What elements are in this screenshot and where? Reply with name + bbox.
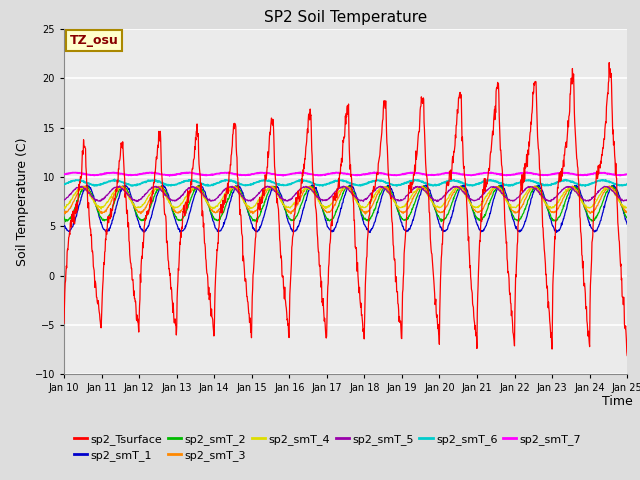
sp2_smT_1 [60, 223, 68, 228]
sp2_smT_6 [557, 178, 564, 184]
sp2_smT_4 [623, 204, 631, 210]
sp2_smT_7 [249, 171, 257, 177]
sp2_smT_1 [249, 225, 257, 231]
Line: sp2_Tsurface: sp2_Tsurface [64, 62, 627, 356]
sp2_smT_2 [557, 210, 565, 216]
sp2_smT_2 [60, 214, 68, 220]
sp2_smT_4 [186, 188, 193, 194]
sp2_smT_4 [380, 184, 387, 190]
sp2_smT_6 [249, 181, 257, 187]
Line: sp2_smT_3: sp2_smT_3 [64, 186, 627, 214]
sp2_Tsurface [623, 353, 631, 359]
sp2_smT_3 [81, 183, 89, 189]
sp2_smT_1 [557, 223, 565, 229]
sp2_smT_1 [623, 221, 631, 227]
sp2_smT_1 [366, 229, 374, 235]
sp2_smT_7 [557, 170, 565, 176]
sp2_smT_6 [507, 182, 515, 188]
sp2_smT_5 [60, 197, 68, 203]
sp2_smT_1 [186, 210, 193, 216]
sp2_smT_4 [60, 204, 68, 210]
Line: sp2_smT_5: sp2_smT_5 [64, 186, 627, 202]
Line: sp2_smT_2: sp2_smT_2 [64, 186, 627, 222]
sp2_smT_6 [582, 183, 589, 189]
sp2_smT_1 [172, 219, 180, 225]
sp2_smT_5 [249, 197, 257, 203]
sp2_smT_3 [172, 210, 180, 216]
sp2_smT_4 [249, 205, 257, 211]
sp2_smT_7 [186, 169, 193, 175]
Line: sp2_smT_1: sp2_smT_1 [64, 185, 627, 232]
sp2_smT_3 [60, 210, 68, 216]
sp2_smT_2 [508, 209, 515, 215]
sp2_smT_1 [434, 216, 442, 222]
sp2_smT_6 [623, 181, 631, 187]
Title: SP2 Soil Temperature: SP2 Soil Temperature [264, 10, 428, 25]
sp2_smT_5 [434, 197, 442, 203]
sp2_smT_7 [166, 173, 173, 179]
sp2_Tsurface [605, 60, 613, 65]
sp2_smT_3 [557, 200, 565, 205]
sp2_Tsurface [248, 294, 256, 300]
Y-axis label: Soil Temperature (C): Soil Temperature (C) [16, 137, 29, 266]
sp2_smT_7 [60, 171, 68, 177]
sp2_smT_3 [249, 211, 257, 216]
sp2_smT_2 [172, 214, 179, 219]
sp2_smT_5 [433, 199, 441, 204]
sp2_Tsurface [556, 174, 564, 180]
sp2_smT_5 [172, 198, 180, 204]
sp2_smT_3 [508, 206, 515, 212]
sp2_smT_5 [623, 197, 631, 203]
sp2_smT_7 [434, 171, 442, 177]
sp2_smT_6 [172, 182, 180, 188]
sp2_smT_4 [172, 204, 180, 210]
sp2_smT_6 [111, 177, 118, 182]
sp2_smT_3 [186, 192, 193, 198]
Line: sp2_smT_6: sp2_smT_6 [64, 180, 627, 186]
Line: sp2_smT_7: sp2_smT_7 [64, 172, 627, 176]
sp2_smT_6 [433, 182, 441, 188]
sp2_smT_2 [433, 211, 441, 217]
sp2_smT_6 [60, 181, 68, 187]
sp2_smT_4 [434, 204, 442, 209]
sp2_smT_5 [116, 183, 124, 189]
sp2_smT_6 [186, 178, 193, 184]
sp2_smT_1 [508, 210, 515, 216]
sp2_smT_4 [557, 194, 565, 200]
sp2_Tsurface [60, 321, 68, 326]
sp2_smT_3 [362, 211, 369, 217]
sp2_smT_2 [248, 216, 256, 222]
sp2_smT_4 [508, 204, 515, 210]
sp2_Tsurface [172, 323, 179, 328]
sp2_smT_2 [623, 215, 631, 221]
sp2_smT_7 [172, 172, 180, 178]
Text: TZ_osu: TZ_osu [70, 34, 118, 47]
sp2_smT_3 [623, 209, 631, 215]
sp2_smT_2 [495, 183, 503, 189]
sp2_smT_2 [438, 219, 445, 225]
sp2_Tsurface [186, 189, 193, 194]
Legend: sp2_Tsurface, sp2_smT_1, sp2_smT_2, sp2_smT_3, sp2_smT_4, sp2_smT_5, sp2_smT_6, : sp2_Tsurface, sp2_smT_1, sp2_smT_2, sp2_… [70, 429, 586, 466]
sp2_Tsurface [507, 300, 515, 306]
sp2_smT_5 [186, 185, 193, 191]
Text: Time: Time [602, 395, 633, 408]
sp2_smT_7 [623, 171, 631, 177]
sp2_smT_7 [508, 172, 515, 178]
sp2_smT_4 [97, 206, 105, 212]
sp2_smT_3 [434, 208, 442, 214]
sp2_smT_2 [186, 201, 193, 206]
Line: sp2_smT_4: sp2_smT_4 [64, 187, 627, 209]
sp2_smT_7 [371, 169, 378, 175]
sp2_smT_5 [508, 198, 515, 204]
sp2_smT_1 [83, 182, 90, 188]
sp2_smT_5 [557, 189, 565, 194]
sp2_Tsurface [433, 312, 441, 318]
